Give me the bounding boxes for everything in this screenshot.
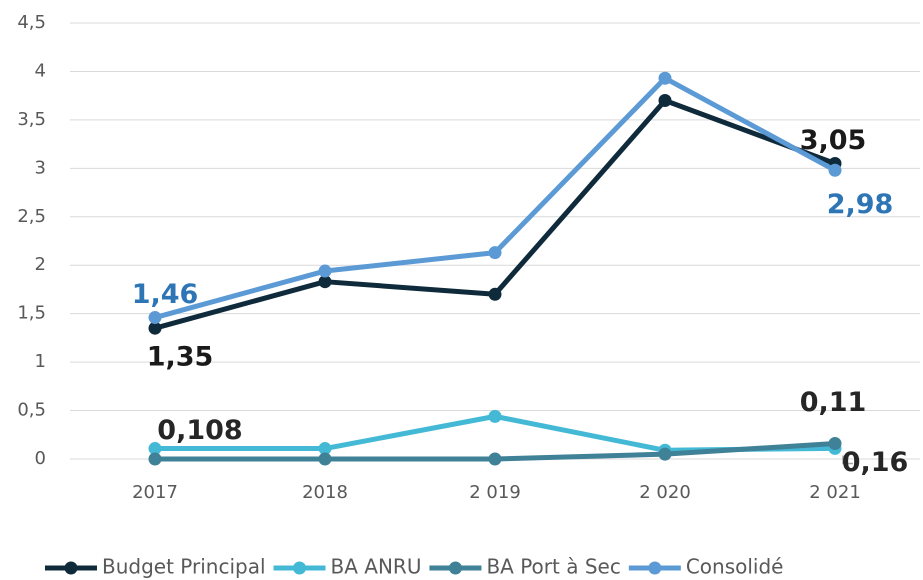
data-point: [318, 452, 332, 466]
data-point: [148, 321, 162, 335]
y-tick-label: 3: [35, 157, 46, 178]
data-point: [488, 409, 502, 423]
legend-marker: [448, 561, 462, 575]
data-label: 0,108: [157, 415, 242, 446]
data-point: [148, 442, 162, 456]
legend-marker: [648, 561, 662, 575]
y-tick-label: 4: [35, 60, 46, 81]
x-tick-label: 2017: [132, 482, 178, 503]
y-tick-label: 0: [35, 448, 46, 469]
data-point: [318, 442, 332, 456]
data-label: 2,98: [827, 189, 894, 220]
data-label: 3,05: [800, 125, 867, 156]
data-point: [488, 287, 502, 301]
y-tick-label: 2,5: [17, 206, 46, 227]
legend-label: Budget Principal: [102, 555, 266, 579]
data-point: [658, 94, 672, 108]
data-point: [318, 264, 332, 278]
y-tick-label: 2: [35, 254, 46, 275]
legend-label: Consolidé: [686, 555, 784, 579]
data-point: [148, 452, 162, 466]
y-tick-label: 0,5: [17, 400, 46, 421]
x-tick-label: 2 021: [809, 482, 861, 503]
series-line: [154, 75, 837, 320]
x-tick-label: 2 020: [639, 482, 691, 503]
x-tick-label: 2 019: [469, 482, 521, 503]
legend-label: BA ANRU: [331, 555, 422, 579]
y-tick-label: 4,5: [17, 12, 46, 33]
leader-line: [842, 455, 853, 465]
data-label: 1,46: [132, 279, 199, 310]
legend-label: BA Port à Sec: [486, 555, 620, 579]
data-point: [828, 436, 842, 450]
data-point: [318, 275, 332, 289]
data-point: [658, 447, 672, 461]
x-tick-label: 2018: [302, 482, 348, 503]
y-tick-label: 1: [35, 351, 46, 372]
data-point: [488, 246, 502, 260]
y-tick-label: 3,5: [17, 109, 46, 130]
data-point: [488, 452, 502, 466]
data-point: [148, 311, 162, 325]
legend-marker: [293, 561, 307, 575]
data-point: [658, 71, 672, 85]
data-label: 1,35: [147, 342, 214, 373]
legend-marker: [64, 561, 78, 575]
y-tick-label: 1,5: [17, 303, 46, 324]
data-point: [828, 163, 842, 177]
data-label: 0,11: [800, 387, 867, 418]
data-label: 0,16: [842, 447, 909, 478]
